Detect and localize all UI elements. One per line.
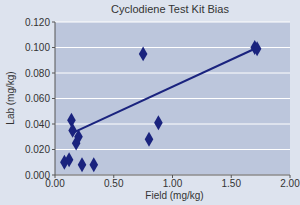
svg-text:0.060: 0.060	[25, 93, 50, 104]
svg-text:0.100: 0.100	[25, 42, 50, 53]
svg-text:0.040: 0.040	[25, 119, 50, 130]
html-text:Field (mg/kg): Field (mg/kg)	[145, 190, 204, 201]
svg-text:0.000: 0.000	[25, 170, 50, 181]
html-text:Lab (mg/kg): Lab (mg/kg)	[4, 71, 16, 125]
svg-text:1.00: 1.00	[163, 178, 183, 189]
svg-text:0.080: 0.080	[25, 68, 50, 79]
svg-text:1.50: 1.50	[222, 178, 242, 189]
svg-text:0.020: 0.020	[25, 144, 50, 155]
html-text:Cyclodiene Test Kit Bias: Cyclodiene Test Kit Bias	[111, 3, 229, 15]
svg-text:0.00: 0.00	[45, 178, 65, 190]
svg-text:0.120: 0.120	[25, 17, 50, 28]
svg-text:0.50: 0.50	[104, 178, 124, 189]
svg-text:2.00: 2.00	[280, 178, 292, 189]
